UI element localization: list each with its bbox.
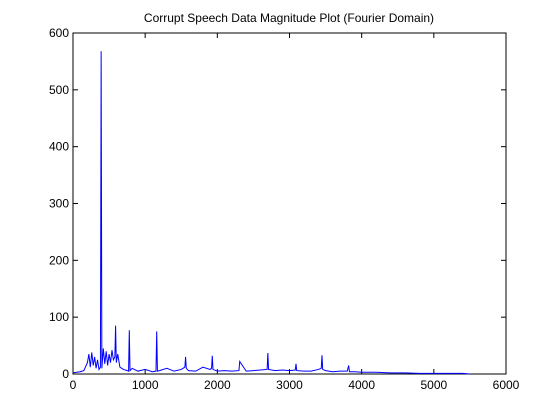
x-tick-label: 6000: [493, 378, 520, 392]
x-tick-label: 2000: [204, 378, 231, 392]
y-tick-label: 0: [62, 367, 69, 381]
y-tick-label: 300: [49, 197, 69, 211]
x-tick-label: 3000: [276, 378, 303, 392]
x-tick-label: 1000: [132, 378, 159, 392]
y-tick-label: 400: [49, 140, 69, 154]
chart-title: Corrupt Speech Data Magnitude Plot (Four…: [144, 11, 434, 25]
y-tick-label: 600: [49, 26, 69, 40]
x-tick-label: 0: [70, 378, 77, 392]
y-tick-label: 500: [49, 83, 69, 97]
y-tick-label: 100: [49, 310, 69, 324]
plot-box: [72, 32, 507, 375]
x-tick-label: 4000: [348, 378, 375, 392]
data-line: [72, 51, 470, 375]
y-tick-label: 200: [49, 253, 69, 267]
x-tick-label: 5000: [420, 378, 447, 392]
